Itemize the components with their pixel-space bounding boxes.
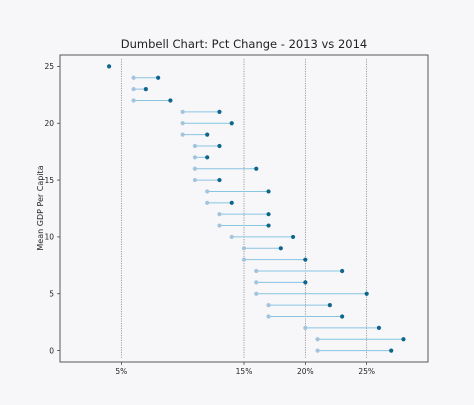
y-axis-label: Mean GDP Per Capita	[36, 165, 45, 250]
point-2013	[241, 257, 247, 262]
point-2013	[254, 291, 259, 296]
point-2014	[401, 337, 406, 342]
point-2014	[143, 87, 148, 92]
point-2014	[389, 348, 394, 353]
point-2014	[205, 132, 210, 137]
point-2013	[131, 87, 136, 92]
point-2014	[229, 121, 234, 126]
y-tick-label: 0	[49, 346, 54, 355]
point-2013	[254, 268, 259, 274]
point-2014	[254, 166, 259, 171]
x-tick-label: 20%	[297, 367, 314, 376]
point-2013	[131, 75, 136, 80]
point-2014	[278, 246, 283, 251]
point-2013	[217, 212, 222, 217]
point-2014	[217, 143, 222, 149]
point-2014	[106, 64, 112, 69]
point-2013	[192, 155, 198, 160]
chart-title: Dumbell Chart: Pct Change - 2013 vs 2014	[121, 37, 367, 51]
point-2014	[266, 223, 271, 228]
point-2013	[254, 280, 259, 285]
point-2014	[205, 155, 210, 160]
dumbbell-connectors	[133, 77, 404, 352]
point-2013	[205, 200, 210, 205]
point-2014	[229, 200, 234, 205]
point-2013	[303, 325, 308, 330]
point-2014	[327, 303, 332, 308]
point-2013	[205, 189, 210, 194]
point-2014	[266, 212, 271, 217]
point-2013	[229, 234, 234, 240]
point-2014	[168, 98, 173, 103]
point-2014	[303, 280, 308, 285]
dumbbell-points	[106, 64, 406, 353]
point-2014	[303, 257, 308, 262]
y-axis-ticks: 0 5 10 15 20 25	[44, 62, 60, 355]
point-2013	[131, 98, 136, 103]
point-2013	[192, 143, 198, 149]
x-tick-label: 25%	[358, 367, 375, 376]
point-2013	[315, 337, 320, 342]
point-2014	[217, 109, 222, 114]
point-2014	[340, 314, 345, 319]
point-2013	[266, 303, 271, 308]
point-2013	[180, 132, 185, 137]
point-2013	[241, 246, 247, 251]
point-2013	[217, 223, 222, 228]
point-2013	[266, 314, 271, 319]
y-tick-label: 15	[44, 176, 54, 185]
point-2014	[376, 325, 382, 330]
point-2014	[217, 177, 222, 183]
point-2013	[180, 121, 185, 126]
x-tick-label: 15%	[236, 367, 253, 376]
point-2013	[192, 177, 198, 183]
y-tick-label: 5	[49, 289, 54, 298]
point-2013	[180, 109, 185, 114]
y-tick-label: 25	[44, 62, 54, 71]
point-2014	[364, 291, 369, 296]
point-2013	[192, 166, 198, 171]
x-axis-ticks: 5% 15% 20% 25%	[115, 362, 375, 376]
point-2013	[315, 348, 320, 353]
y-tick-label: 10	[44, 233, 54, 242]
point-2014	[340, 268, 345, 274]
y-tick-label: 20	[44, 119, 54, 128]
point-2014	[290, 234, 296, 240]
point-2014	[266, 189, 271, 194]
point-2014	[156, 75, 161, 80]
x-tick-label: 5%	[115, 367, 127, 376]
reference-lines	[120, 59, 368, 358]
